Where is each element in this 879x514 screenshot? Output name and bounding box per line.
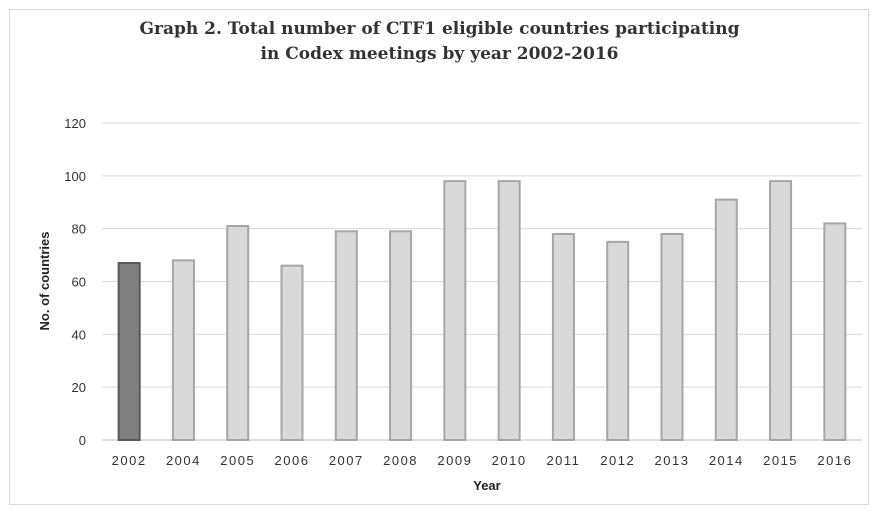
y-axis-ticks: 0 20 40 60 80 100 120 <box>64 116 86 448</box>
y-tick-label: 80 <box>72 222 86 237</box>
y-tick-label: 120 <box>64 116 86 131</box>
y-tick-label: 0 <box>79 433 86 448</box>
x-tick-label: 2007 <box>329 453 364 468</box>
x-axis-ticks: 2002 2004 2005 2006 2007 2008 2009 2010 2011 2012… <box>112 453 852 468</box>
y-axis-title: No. of countries <box>37 232 52 331</box>
bar-2009 <box>443 180 467 441</box>
x-tick-label: 2011 <box>546 453 580 468</box>
chart-title-line-1: Graph 2. Total number of CTF1 eligible c… <box>139 19 740 39</box>
x-tick-label: 2009 <box>437 453 472 468</box>
bar-2007 <box>334 230 358 441</box>
bar-2016 <box>823 222 847 441</box>
x-axis-title: Year <box>473 478 500 493</box>
bar-2004 <box>171 259 195 441</box>
gridlines <box>102 122 862 441</box>
chart-title-line-2: in Codex meetings by year 2002-2016 <box>260 44 619 64</box>
bar-2005 <box>226 225 250 441</box>
bar-2011 <box>551 232 575 441</box>
bar-2002 <box>117 262 141 441</box>
x-tick-label: 2008 <box>383 453 418 468</box>
bar-2006 <box>280 264 304 441</box>
y-tick-label: 20 <box>72 380 86 395</box>
x-tick-label: 2004 <box>166 453 201 468</box>
y-tick-label: 100 <box>64 169 86 184</box>
x-tick-label: 2012 <box>600 453 635 468</box>
bar-2014 <box>714 198 738 441</box>
bars <box>117 180 847 441</box>
y-tick-label: 40 <box>72 327 86 342</box>
x-tick-label: 2015 <box>763 453 798 468</box>
x-tick-label: 2013 <box>655 453 690 468</box>
y-tick-label: 60 <box>72 275 86 290</box>
x-tick-label: 2002 <box>112 453 147 468</box>
x-tick-label: 2005 <box>220 453 255 468</box>
bar-2010 <box>497 180 521 441</box>
x-tick-label: 2014 <box>709 453 744 468</box>
bar-2013 <box>660 232 684 441</box>
x-tick-label: 2006 <box>275 453 310 468</box>
x-tick-label: 2010 <box>492 453 527 468</box>
bar-2015 <box>769 180 793 441</box>
bar-2008 <box>389 230 413 441</box>
bar-2012 <box>606 240 630 441</box>
x-tick-label: 2016 <box>817 453 852 468</box>
chart-title: Graph 2. Total number of CTF1 eligible c… <box>0 17 879 67</box>
